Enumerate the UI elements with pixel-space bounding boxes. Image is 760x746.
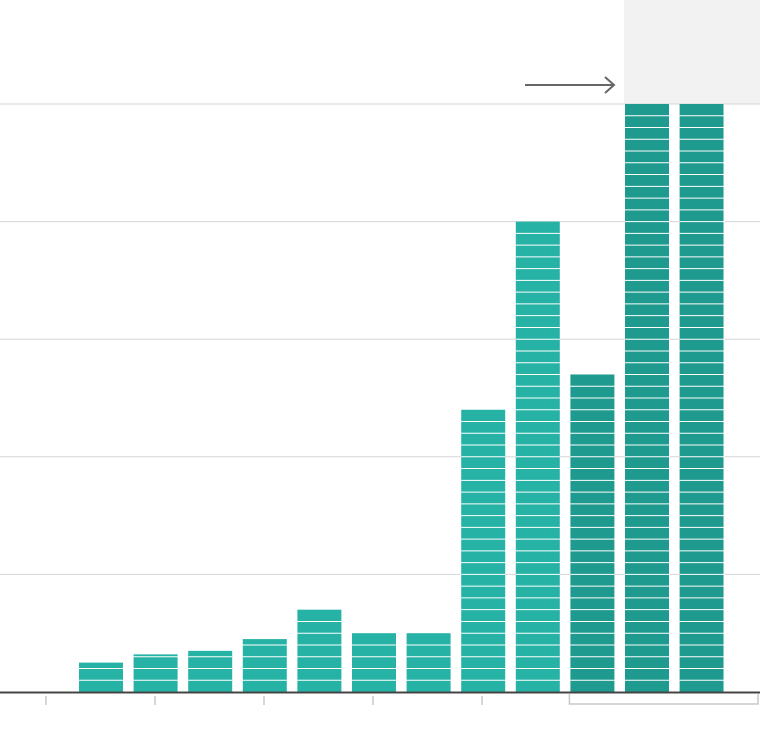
highlight-band [624,0,760,104]
bars [79,104,725,692]
arrow-head [604,76,616,94]
bar-11 [625,104,669,692]
bar-10-fill [570,374,615,692]
bar-6 [352,633,396,692]
bar-1 [79,662,123,692]
bar-5-fill [297,609,342,692]
bar-7 [406,633,451,692]
bar-3 [188,650,233,692]
x-axis-ticks [45,696,483,705]
bar-4-fill [242,639,287,692]
overflow-arrow-annotation [525,76,616,94]
bar-1-fill [79,662,123,692]
group-bracket [568,694,759,705]
bar-8 [461,409,506,692]
bar-4 [242,639,287,692]
bar-12 [679,104,724,692]
bar-2-fill [133,654,178,692]
bar-10 [570,374,615,692]
bar-7-fill [406,633,451,692]
bar-5 [297,609,342,692]
bar-3-fill [188,650,233,692]
bar-2 [133,654,178,692]
bar-9 [515,221,560,692]
bar-6-fill [352,633,396,692]
